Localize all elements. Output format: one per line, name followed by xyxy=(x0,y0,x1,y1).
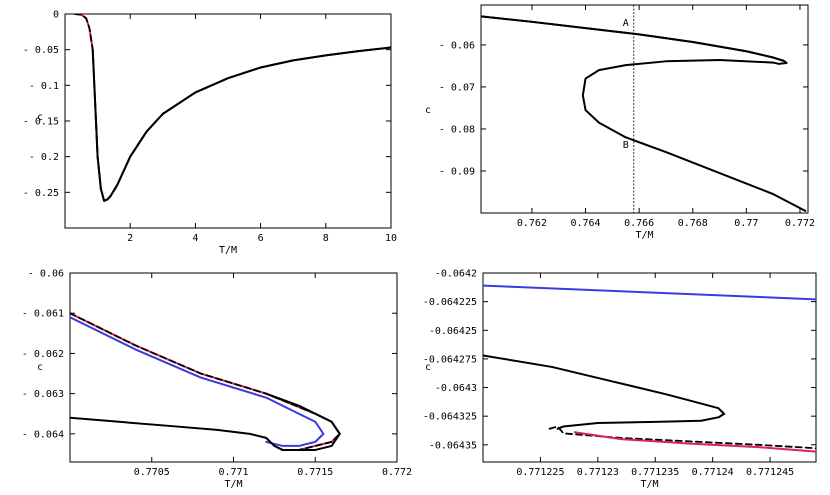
chart4-x-tick-label: 0.771245 xyxy=(746,467,794,478)
chart3-series-blue xyxy=(70,316,325,447)
chart3-y-tick-label: - 0.061 xyxy=(22,309,64,320)
chart2-x-tick-label: 0.762 xyxy=(517,218,547,229)
chart1-y-tick-label: - 0.1 xyxy=(29,81,59,92)
chart3-y-tick-label: - 0.06 xyxy=(28,269,64,280)
chart2-x-axis-label: T/M xyxy=(635,230,653,241)
chart1-y-tick-label: - 0.15 xyxy=(23,117,59,128)
chart1-y-tick-label: 0 xyxy=(53,10,59,21)
chart3-panel: 0.7705 0.771 0.7715 0.772 - 0.06 - 0.061 - 0.0… xyxy=(22,269,412,491)
chart1-y-tick-label: - 0.2 xyxy=(29,152,59,163)
chart3-plot-frame xyxy=(69,272,398,463)
chart3-x-tick-label: 0.771 xyxy=(218,467,248,478)
chart4-x-tick-label: 0.771235 xyxy=(631,467,679,478)
chart2-annotation-b: B xyxy=(623,140,629,151)
chart2-y-tick-label: - 0.07 xyxy=(439,82,475,93)
chart4-panel: 0.771225 0.77123 0.771235 0.77124 0.771245 -0… xyxy=(423,269,817,490)
chart1-plot-frame xyxy=(64,13,392,229)
chart3-x-tick-label: 0.7705 xyxy=(134,467,170,478)
chart4-series-red xyxy=(573,431,816,453)
chart4-y-tick-label: -0.0642 xyxy=(435,269,477,280)
chart4-y-tick-label: -0.06435 xyxy=(429,440,477,451)
chart2-x-tick-label: 0.772 xyxy=(785,218,815,229)
chart3-y-tick-label: - 0.063 xyxy=(22,389,64,400)
chart4-y-axis-label: c xyxy=(425,362,431,373)
chart4-y-tick-label: -0.064325 xyxy=(423,412,477,423)
chart4-y-tick-label: -0.064225 xyxy=(423,297,477,308)
chart3-series-black xyxy=(70,392,341,451)
chart1-x-tick-label: 4 xyxy=(192,233,198,244)
chart3-x-tick-label: 0.772 xyxy=(382,467,412,478)
chart2-x-tick-label: 0.768 xyxy=(678,218,708,229)
chart4-x-axis-label: T/M xyxy=(640,479,658,490)
chart2-y-tick-label: - 0.09 xyxy=(439,166,475,177)
chart1-x-axis-label: T/M xyxy=(219,245,237,256)
chart2-x-tick-label: 0.764 xyxy=(570,218,600,229)
chart3-y-tick-label: - 0.062 xyxy=(22,349,64,360)
chart2-plot-frame xyxy=(480,4,809,214)
chart2-panel: 0.762 0.764 0.766 0.768 0.77 0.772 - 0.06 - 0.0… xyxy=(425,4,815,241)
chart2-series-black xyxy=(481,15,807,212)
chart1-x-tick-label: 8 xyxy=(323,233,329,244)
chart2-y-tick-label: - 0.08 xyxy=(439,124,475,135)
chart4-plot-frame xyxy=(482,272,817,463)
chart3-x-axis-label: T/M xyxy=(224,479,242,490)
chart4-x-tick-label: 0.77124 xyxy=(692,467,734,478)
chart2-y-tick-label: - 0.06 xyxy=(439,40,475,51)
chart1-y-axis-label: c xyxy=(37,112,43,123)
chart1-series-black xyxy=(91,46,391,202)
chart4-series-black-dashed xyxy=(548,425,816,450)
chart1-x-tick-label: 10 xyxy=(385,233,397,244)
chart1-y-tick-label: - 0.25 xyxy=(23,188,59,199)
chart4-x-tick-label: 0.771225 xyxy=(516,467,564,478)
chart2-y-axis-label: c xyxy=(425,105,431,116)
chart1-y-tick-label: - 0.05 xyxy=(23,45,59,56)
chart4-series-blue xyxy=(483,284,816,301)
chart1-x-tick-label: 2 xyxy=(127,233,133,244)
chart2-x-tick-label: 0.766 xyxy=(624,218,654,229)
chart4-y-tick-label: -0.064275 xyxy=(423,354,477,365)
chart4-y-tick-label: -0.0643 xyxy=(435,383,477,394)
chart2-x-tick-label: 0.77 xyxy=(734,218,758,229)
chart1-panel: 2 4 6 8 10 0 - 0.05 - 0.1 - 0.15 - 0.2 - 0.25 T/M c xyxy=(23,10,397,257)
chart3-y-tick-label: - 0.064 xyxy=(22,429,64,440)
chart3-y-axis-label: c xyxy=(37,362,43,373)
chart1-x-tick-label: 6 xyxy=(258,233,264,244)
chart4-y-tick-label: -0.06425 xyxy=(429,326,477,337)
chart4-x-tick-label: 0.77123 xyxy=(577,467,619,478)
chart4-series-black xyxy=(483,354,726,430)
chart3-x-tick-label: 0.7715 xyxy=(297,467,333,478)
chart2-annotation-a: A xyxy=(623,18,629,29)
